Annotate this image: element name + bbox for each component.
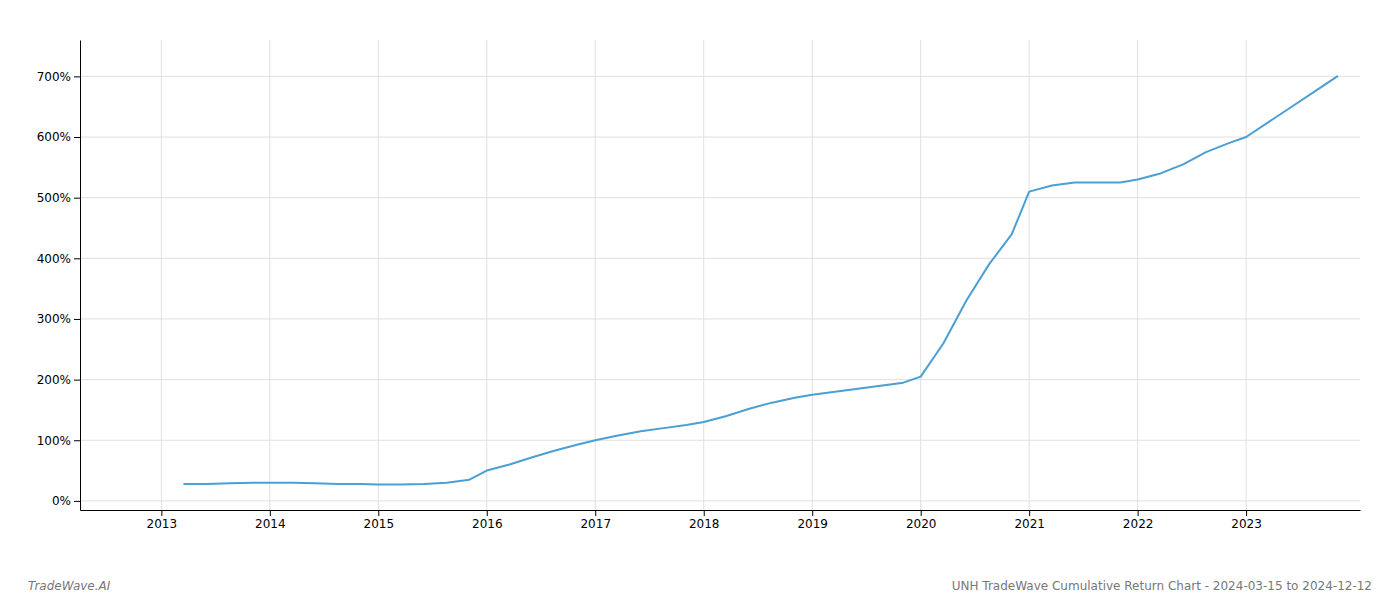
grid-line — [161, 40, 162, 510]
x-tick-mark — [1246, 510, 1247, 516]
y-tick: 400% — [37, 252, 80, 266]
x-tick: 2021 — [1014, 510, 1045, 531]
x-axis-line — [81, 510, 1361, 511]
x-tick-mark — [704, 510, 705, 516]
y-axis-line — [80, 41, 81, 511]
y-tick-mark — [74, 198, 80, 199]
y-tick-mark — [74, 76, 80, 77]
x-tick-mark — [595, 510, 596, 516]
x-tick-mark — [1029, 510, 1030, 516]
y-tick: 200% — [37, 373, 80, 387]
grid-line — [80, 318, 1360, 319]
x-tick: 2022 — [1123, 510, 1154, 531]
grid-line — [80, 440, 1360, 441]
x-tick: 2018 — [689, 510, 720, 531]
y-tick-mark — [74, 440, 80, 441]
x-tick-label: 2023 — [1231, 517, 1262, 531]
grid-line — [80, 137, 1360, 138]
x-tick: 2013 — [147, 510, 178, 531]
y-tick-label: 400% — [37, 252, 71, 266]
x-tick-label: 2013 — [147, 517, 178, 531]
grid-line — [269, 40, 270, 510]
x-axis: 2013 2014 2015 2016 2017 2018 2019 2020 2021 2022… — [81, 510, 1361, 531]
y-tick-mark — [74, 380, 80, 381]
grid-line — [378, 40, 379, 510]
x-tick-mark — [487, 510, 488, 516]
x-tick-label: 2019 — [797, 517, 828, 531]
x-tick-label: 2018 — [689, 517, 720, 531]
y-tick-mark — [74, 501, 80, 502]
y-tick-label: 100% — [37, 434, 71, 448]
y-tick-mark — [74, 137, 80, 138]
y-tick-label: 700% — [37, 70, 71, 84]
grid-line — [920, 40, 921, 510]
x-tick-label: 2020 — [906, 517, 937, 531]
footer-right: UNH TradeWave Cumulative Return Chart - … — [952, 579, 1372, 593]
x-tick-label: 2014 — [255, 517, 286, 531]
y-tick: 600% — [37, 130, 80, 144]
x-tick: 2019 — [797, 510, 828, 531]
y-axis: 0% 100% 200% 300% 400% 500% 600% 700% — [37, 41, 81, 511]
x-tick: 2014 — [255, 510, 286, 531]
grid — [80, 40, 1360, 510]
y-tick: 700% — [37, 70, 80, 84]
x-tick-mark — [161, 510, 162, 516]
grid-line — [80, 379, 1360, 380]
grid-line — [80, 500, 1360, 501]
x-tick-mark — [378, 510, 379, 516]
y-tick: 0% — [52, 494, 80, 508]
grid-line — [703, 40, 704, 510]
x-tick-mark — [921, 510, 922, 516]
y-tick-label: 0% — [52, 494, 71, 508]
x-tick: 2017 — [580, 510, 611, 531]
x-tick-mark — [812, 510, 813, 516]
line — [184, 76, 1337, 484]
y-tick-label: 200% — [37, 373, 71, 387]
grid-line — [486, 40, 487, 510]
chart: 2013 2014 2015 2016 2017 2018 2019 2020 2021 2022… — [0, 0, 1400, 600]
x-tick-label: 2022 — [1123, 517, 1154, 531]
grid-line — [80, 197, 1360, 198]
grid-line — [80, 76, 1360, 77]
x-tick: 2023 — [1231, 510, 1262, 531]
grid-line — [812, 40, 813, 510]
grid-line — [80, 258, 1360, 259]
x-tick: 2020 — [906, 510, 937, 531]
y-tick: 300% — [37, 312, 80, 326]
plot-area: 2013 2014 2015 2016 2017 2018 2019 2020 2021 2022… — [37, 40, 1361, 531]
x-tick-label: 2017 — [580, 517, 611, 531]
grid-line — [1246, 40, 1247, 510]
y-tick-mark — [74, 258, 80, 259]
x-tick-mark — [270, 510, 271, 516]
grid-line — [1029, 40, 1030, 510]
x-tick-mark — [1138, 510, 1139, 516]
grid-line — [1137, 40, 1138, 510]
x-tick: 2016 — [472, 510, 503, 531]
y-tick-label: 500% — [37, 191, 71, 205]
y-tick-mark — [74, 319, 80, 320]
x-tick-label: 2016 — [472, 517, 503, 531]
x-tick: 2015 — [364, 510, 395, 531]
y-tick-label: 600% — [37, 130, 71, 144]
x-tick-label: 2021 — [1014, 517, 1045, 531]
footer-left: TradeWave.AI — [28, 579, 111, 593]
x-tick-label: 2015 — [364, 517, 395, 531]
y-tick: 500% — [37, 191, 80, 205]
marks — [184, 76, 1337, 484]
y-tick: 100% — [37, 434, 80, 448]
y-tick-label: 300% — [37, 312, 71, 326]
